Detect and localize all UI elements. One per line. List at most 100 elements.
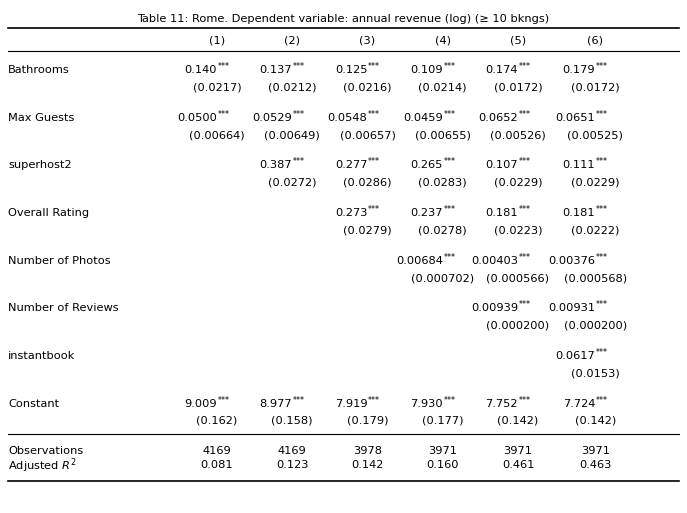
Text: (0.0222): (0.0222) bbox=[571, 225, 620, 235]
Text: (0.000200): (0.000200) bbox=[486, 321, 550, 331]
Text: Number of Reviews: Number of Reviews bbox=[8, 303, 119, 313]
Text: 0.142: 0.142 bbox=[351, 460, 383, 470]
Text: 0.463: 0.463 bbox=[579, 460, 611, 470]
Text: (0.0283): (0.0283) bbox=[418, 177, 467, 188]
Text: (0.000568): (0.000568) bbox=[564, 273, 627, 283]
Text: (6): (6) bbox=[587, 35, 603, 45]
Text: (1): (1) bbox=[209, 35, 225, 45]
Text: 7.724: 7.724 bbox=[563, 399, 596, 408]
Text: (0.0272): (0.0272) bbox=[268, 177, 317, 188]
Text: ***: *** bbox=[596, 396, 608, 405]
Text: instantbook: instantbook bbox=[8, 351, 76, 361]
Text: 0.265: 0.265 bbox=[410, 161, 442, 170]
Text: ***: *** bbox=[443, 62, 455, 71]
Text: (0.179): (0.179) bbox=[347, 416, 388, 426]
Text: (0.162): (0.162) bbox=[196, 416, 238, 426]
Text: 0.277: 0.277 bbox=[335, 161, 368, 170]
Text: ***: *** bbox=[443, 396, 455, 405]
Text: (0.177): (0.177) bbox=[422, 416, 464, 426]
Text: (0.00649): (0.00649) bbox=[264, 130, 320, 140]
Text: (4): (4) bbox=[435, 35, 451, 45]
Text: (0.0229): (0.0229) bbox=[571, 177, 620, 188]
Text: 0.109: 0.109 bbox=[410, 65, 442, 75]
Text: ***: *** bbox=[443, 157, 455, 166]
Text: ***: *** bbox=[596, 300, 608, 309]
Text: (0.142): (0.142) bbox=[497, 416, 539, 426]
Text: 0.0500: 0.0500 bbox=[177, 113, 217, 123]
Text: (0.0172): (0.0172) bbox=[494, 83, 542, 92]
Text: (0.0286): (0.0286) bbox=[344, 177, 392, 188]
Text: ***: *** bbox=[596, 157, 608, 166]
Text: 0.160: 0.160 bbox=[427, 460, 459, 470]
Text: Overall Rating: Overall Rating bbox=[8, 208, 89, 218]
Text: Adjusted $R^2$: Adjusted $R^2$ bbox=[8, 456, 77, 475]
Text: ***: *** bbox=[596, 62, 608, 71]
Text: ***: *** bbox=[293, 396, 305, 405]
Text: (0.0153): (0.0153) bbox=[571, 368, 620, 378]
Text: 0.107: 0.107 bbox=[485, 161, 518, 170]
Text: 8.977: 8.977 bbox=[260, 399, 292, 408]
Text: (0.0172): (0.0172) bbox=[571, 83, 620, 92]
Text: ***: *** bbox=[368, 396, 380, 405]
Text: ***: *** bbox=[519, 300, 530, 309]
Text: 3978: 3978 bbox=[353, 445, 382, 456]
Text: (0.0278): (0.0278) bbox=[418, 225, 467, 235]
Text: 0.00376: 0.00376 bbox=[548, 255, 596, 266]
Text: 0.00931: 0.00931 bbox=[548, 303, 596, 313]
Text: ***: *** bbox=[519, 396, 530, 405]
Text: ***: *** bbox=[443, 110, 455, 119]
Text: Table 11: Rome. Dependent variable: annual revenue (log) (≥ 10 bkngs): Table 11: Rome. Dependent variable: annu… bbox=[137, 14, 550, 24]
Text: 0.137: 0.137 bbox=[260, 65, 292, 75]
Text: (0.158): (0.158) bbox=[271, 416, 313, 426]
Text: 0.0617: 0.0617 bbox=[556, 351, 596, 361]
Text: 0.0529: 0.0529 bbox=[252, 113, 292, 123]
Text: Bathrooms: Bathrooms bbox=[8, 65, 70, 75]
Text: ***: *** bbox=[218, 62, 229, 71]
Text: 0.181: 0.181 bbox=[485, 208, 518, 218]
Text: ***: *** bbox=[596, 205, 608, 214]
Text: 7.919: 7.919 bbox=[335, 399, 368, 408]
Text: (0.000702): (0.000702) bbox=[411, 273, 474, 283]
Text: ***: *** bbox=[368, 205, 380, 214]
Text: 0.273: 0.273 bbox=[335, 208, 368, 218]
Text: ***: *** bbox=[596, 110, 608, 119]
Text: ***: *** bbox=[368, 157, 380, 166]
Text: (3): (3) bbox=[359, 35, 376, 45]
Text: Observations: Observations bbox=[8, 445, 84, 456]
Text: 7.930: 7.930 bbox=[410, 399, 442, 408]
Text: ***: *** bbox=[293, 110, 305, 119]
Text: 0.111: 0.111 bbox=[563, 161, 596, 170]
Text: 0.00403: 0.00403 bbox=[471, 255, 518, 266]
Text: (0.000200): (0.000200) bbox=[564, 321, 627, 331]
Text: (0.000566): (0.000566) bbox=[486, 273, 550, 283]
Text: (0.00655): (0.00655) bbox=[415, 130, 471, 140]
Text: (2): (2) bbox=[284, 35, 300, 45]
Text: 0.387: 0.387 bbox=[260, 161, 292, 170]
Text: ***: *** bbox=[519, 62, 530, 71]
Text: ***: *** bbox=[368, 62, 380, 71]
Text: ***: *** bbox=[443, 205, 455, 214]
Text: (0.00657): (0.00657) bbox=[339, 130, 396, 140]
Text: 4169: 4169 bbox=[278, 445, 306, 456]
Text: 0.00684: 0.00684 bbox=[396, 255, 442, 266]
Text: (0.0216): (0.0216) bbox=[344, 83, 392, 92]
Text: ***: *** bbox=[293, 62, 305, 71]
Text: 3971: 3971 bbox=[581, 445, 610, 456]
Text: ***: *** bbox=[596, 348, 608, 357]
Text: (0.0212): (0.0212) bbox=[268, 83, 317, 92]
Text: (0.0229): (0.0229) bbox=[494, 177, 542, 188]
Text: (0.0279): (0.0279) bbox=[343, 225, 392, 235]
Text: Constant: Constant bbox=[8, 399, 59, 408]
Text: 0.123: 0.123 bbox=[276, 460, 308, 470]
Text: (0.00526): (0.00526) bbox=[490, 130, 546, 140]
Text: ***: *** bbox=[443, 252, 455, 262]
Text: 0.181: 0.181 bbox=[563, 208, 596, 218]
Text: ***: *** bbox=[519, 205, 530, 214]
Text: 0.00939: 0.00939 bbox=[471, 303, 518, 313]
Text: 0.0548: 0.0548 bbox=[328, 113, 368, 123]
Text: (0.00525): (0.00525) bbox=[567, 130, 623, 140]
Text: 3971: 3971 bbox=[504, 445, 532, 456]
Text: ***: *** bbox=[218, 396, 229, 405]
Text: 0.0652: 0.0652 bbox=[478, 113, 518, 123]
Text: ***: *** bbox=[368, 110, 380, 119]
